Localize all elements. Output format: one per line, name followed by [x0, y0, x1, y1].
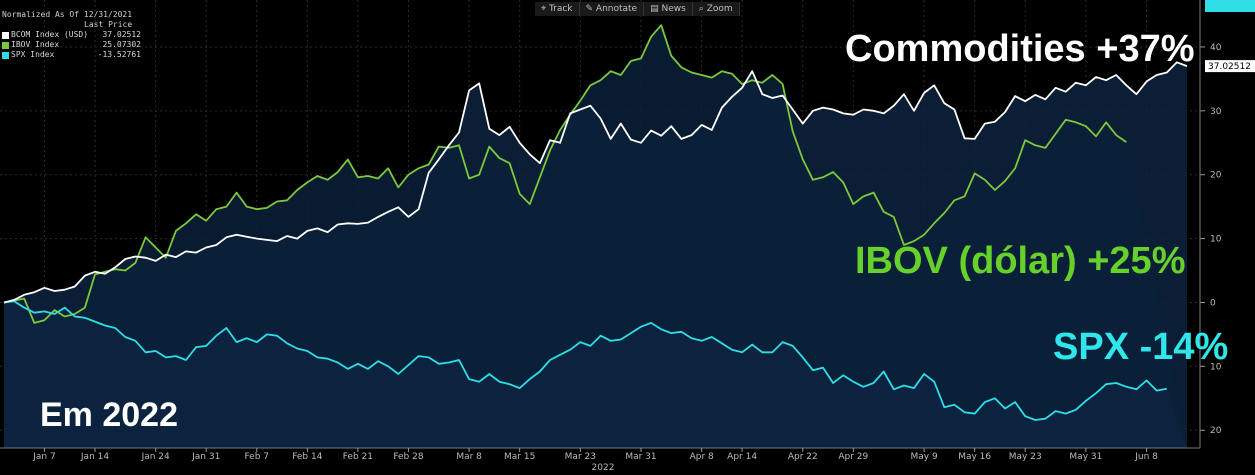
y-tick-label: 0	[1210, 298, 1216, 308]
legend-title: Normalized As Of 12/31/2021	[2, 10, 133, 19]
news-button[interactable]: ▤ News	[644, 2, 693, 16]
legend-entry-name: SPX Index	[11, 50, 55, 59]
series-areas	[4, 25, 1187, 449]
series-area	[4, 301, 1187, 448]
x-tick-label: Apr 29	[838, 452, 868, 462]
legend-entry-spx[interactable]: SPX Index -13.52761	[2, 50, 141, 60]
series-line	[3, 24, 1127, 324]
x-tick-label: Apr 14	[727, 452, 757, 462]
legend-entry-value: -13.52761	[97, 50, 141, 59]
zoom-button[interactable]: ⌕ Zoom	[692, 2, 740, 16]
x-tick-label: Mar 8	[456, 452, 482, 462]
y-tick-label: 20	[1210, 426, 1222, 436]
x-tick-label: Mar 15	[504, 452, 535, 462]
x-tick-label: Feb 14	[292, 452, 323, 462]
legend-entry-bcom[interactable]: BCOM Index (USD) 37.02512	[2, 30, 141, 40]
legend-entry-name: IBOV Index	[11, 40, 60, 49]
x-tick-label: Feb 28	[393, 452, 424, 462]
x-tick-label: Apr 8	[690, 452, 714, 462]
annotation-commodities: Commodities +37%	[845, 28, 1195, 70]
last-value-box	[1205, 60, 1255, 73]
x-axis-label: 2022	[592, 463, 615, 473]
x-tick-label: May 16	[958, 452, 991, 462]
x-tick-label: Jan 24	[141, 452, 170, 462]
annotation-spx: SPX -14%	[1053, 326, 1229, 368]
annotate-label: Annotate	[595, 4, 638, 14]
y-axis: 40 30 20 10 0 10 20	[1199, 0, 1222, 448]
last-value-label: 37.02512	[1208, 62, 1251, 72]
y-tick-label: 20	[1210, 171, 1222, 181]
legend-entry-value: 25.07302	[102, 40, 141, 49]
legend-swatch	[2, 41, 9, 49]
last-value-box	[1205, 0, 1255, 12]
series-lines	[3, 24, 1188, 421]
track-button[interactable]: ⌖ Track	[535, 2, 580, 16]
y-tick-label: 40	[1210, 43, 1222, 53]
x-tick-label: Jan 14	[80, 452, 109, 462]
x-tick-label: Feb 7	[245, 452, 270, 462]
last-value-labels: 37.0251225.07302-13.52761	[1205, 0, 1255, 73]
annotation-ibov: IBOV (dólar) +25%	[855, 240, 1186, 282]
x-tick-label: May 9	[911, 452, 938, 462]
news-label: News	[661, 4, 686, 14]
x-tick-label: Mar 23	[565, 452, 596, 462]
series-area	[4, 25, 1187, 448]
x-tick-label: Jan 7	[32, 452, 55, 462]
legend-entry-value: 37.02512	[102, 30, 141, 39]
series-line	[3, 300, 1167, 421]
legend-swatch	[2, 31, 9, 39]
legend-subtitle: Last Price	[84, 20, 133, 29]
legend-swatch	[2, 51, 9, 59]
x-tick-label: May 31	[1069, 452, 1102, 462]
x-axis: Jan 7 Jan 14 Jan 24 Jan 31 Feb 7 Feb 14 Feb 21…	[0, 447, 1200, 473]
y-tick-label: 30	[1210, 107, 1222, 117]
annotation-year: Em 2022	[40, 396, 178, 434]
last-value-label: -13.52761	[1208, 0, 1254, 3]
x-tick-label: Feb 21	[343, 452, 373, 462]
y-tick-label: 10	[1210, 235, 1222, 245]
zoom-label: Zoom	[706, 4, 733, 14]
x-tick-label: Jan 31	[191, 452, 220, 462]
x-tick-label: May 23	[1009, 452, 1042, 462]
track-label: Track	[548, 4, 573, 14]
annotate-button[interactable]: ✎ Annotate	[579, 2, 645, 16]
x-tick-label: Apr 22	[788, 452, 818, 462]
legend-entry-name: BCOM Index (USD)	[11, 30, 89, 39]
x-tick-label: Jun 8	[1134, 452, 1158, 462]
chart-legend: Normalized As Of 12/31/2021 Last Price B…	[2, 10, 141, 60]
legend-entry-ibov[interactable]: IBOV Index 25.07302	[2, 40, 141, 50]
x-tick-label: Mar 31	[625, 452, 656, 462]
y-tick-label: 10	[1210, 362, 1222, 372]
chart-toolbar: ⌖ Track ✎ Annotate ▤ News ⌕ Zoom	[535, 2, 740, 16]
series-line	[3, 61, 1188, 304]
